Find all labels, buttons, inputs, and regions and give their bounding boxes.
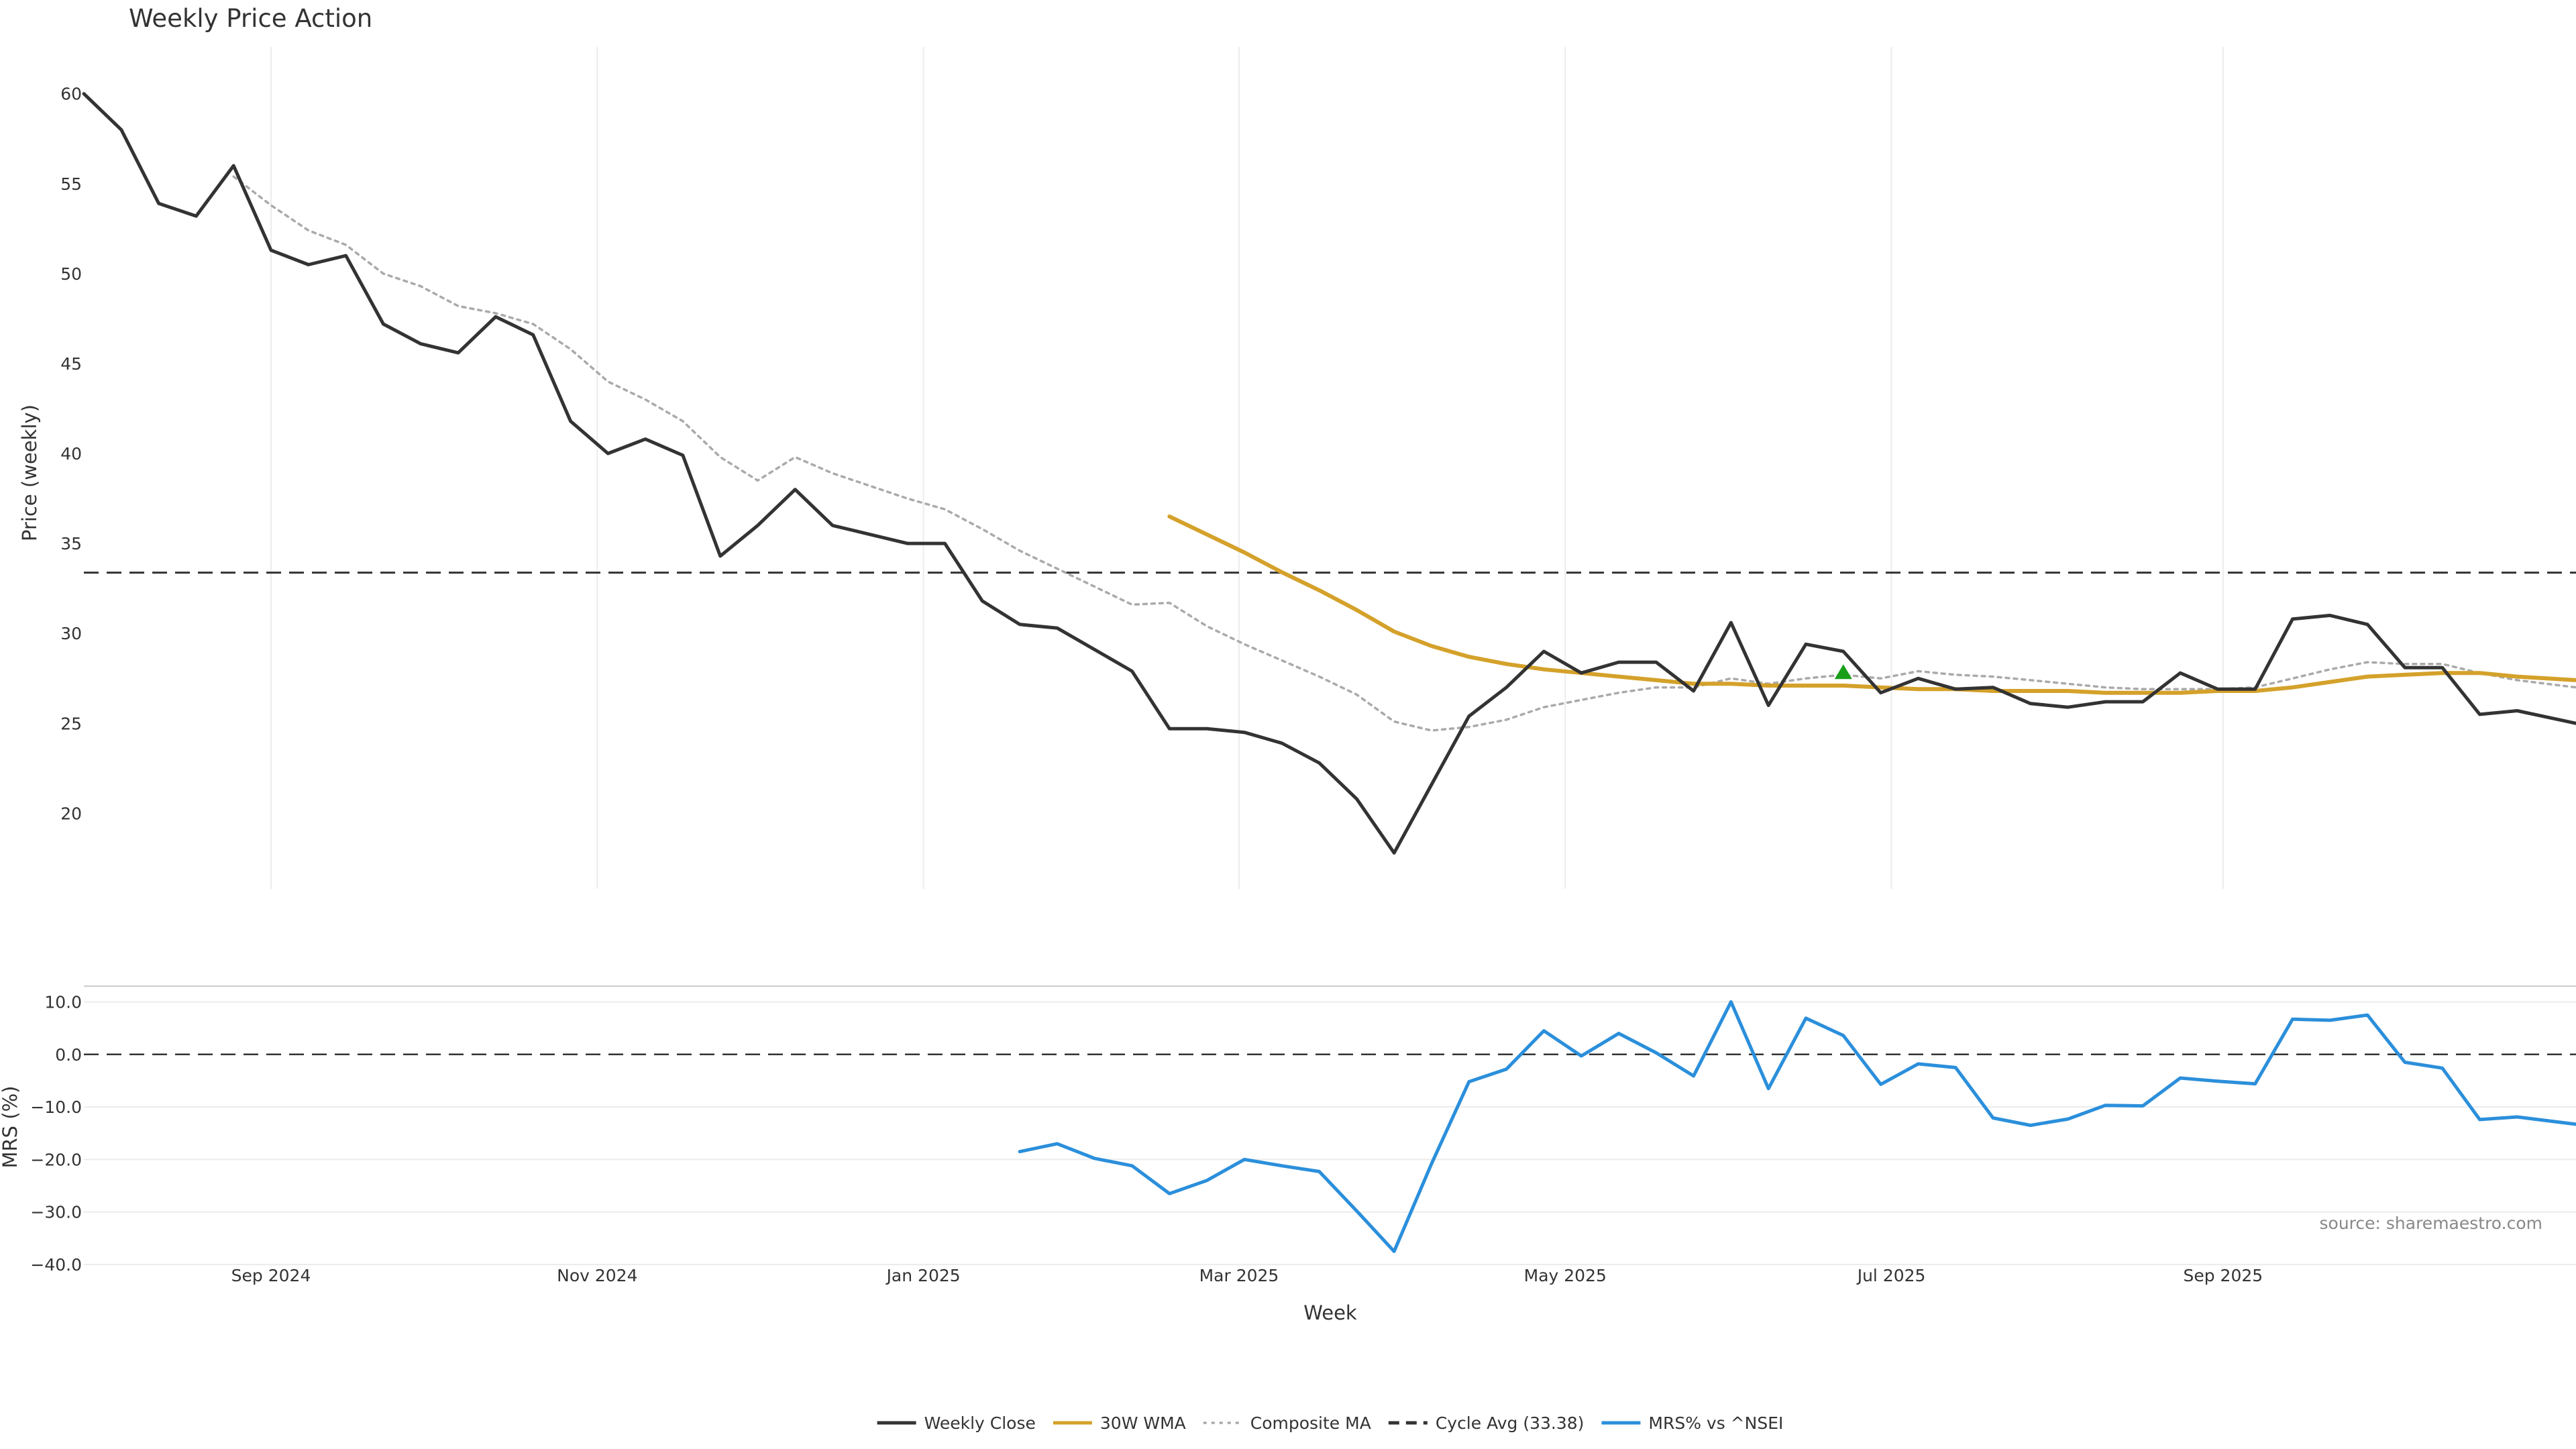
legend-label: Weekly Close — [924, 1413, 1036, 1433]
mrs-y-tick-0: −40.0 — [30, 1255, 82, 1275]
x-tick-4: May 2025 — [1524, 1266, 1607, 1285]
x-tick-6: Sep 2025 — [2183, 1266, 2263, 1285]
chart-title: Weekly Price Action — [129, 4, 372, 33]
legend-item-composite-ma: Composite MA — [1203, 1413, 1371, 1433]
price-y-tick-5: 45 — [60, 354, 82, 374]
legend-label: Cycle Avg (33.38) — [1436, 1413, 1585, 1433]
legend-item-weekly-close: Weekly Close — [877, 1413, 1036, 1433]
price-y-axis: 20 25 30 35 40 45 50 55 60 — [60, 85, 82, 824]
mrs-series — [84, 1000, 2576, 1253]
price-y-tick-2: 30 — [60, 624, 82, 643]
price-panel: 20 25 30 35 40 45 50 55 60 Price (weekly) — [18, 47, 2576, 889]
mrs-y-tick-1: −30.0 — [30, 1203, 82, 1222]
x-tick-5: Jul 2025 — [1856, 1266, 1926, 1285]
mrs-y-axis: −40.0 −30.0 −20.0 −10.0 0.0 10.0 — [30, 992, 82, 1275]
series-weekly-close — [82, 92, 2576, 855]
mrs-gridlines — [84, 1001, 2576, 1265]
price-y-tick-0: 20 — [60, 804, 82, 823]
source-note: source: sharemaestro.com — [2320, 1214, 2543, 1233]
series-30w-wma — [1167, 514, 2576, 695]
price-y-tick-6: 50 — [60, 264, 82, 284]
price-gridlines — [270, 47, 2224, 889]
mrs-y-tick-3: −10.0 — [30, 1097, 82, 1117]
x-axis: Sep 2024 Nov 2024 Jan 2025 Mar 2025 May 2025… — [231, 1266, 2263, 1285]
signal-marker-0 — [1834, 664, 1852, 680]
legend-label: Composite MA — [1250, 1413, 1371, 1433]
legend-item-30w-wma: 30W WMA — [1053, 1413, 1186, 1433]
x-tick-0: Sep 2024 — [231, 1266, 311, 1285]
price-y-axis-title: Price (weekly) — [18, 405, 41, 541]
legend-item-mrs-vs-nsei: MRS% vs ^NSEI — [1601, 1413, 1783, 1433]
price-y-tick-1: 25 — [60, 714, 82, 733]
mrs-y-axis-title: MRS (%) — [0, 1086, 21, 1169]
legend-label: MRS% vs ^NSEI — [1648, 1413, 1783, 1433]
mrs-y-tick-5: 10.0 — [44, 992, 82, 1012]
price-y-tick-8: 60 — [60, 85, 82, 104]
series-composite-ma — [232, 175, 2576, 732]
x-tick-1: Nov 2024 — [557, 1266, 637, 1285]
series-mrs-vs-nsei — [1018, 1000, 2576, 1253]
legend: Weekly Close 30W WMA Composite MA Cycle Avg… — [877, 1413, 1783, 1433]
legend-label: 30W WMA — [1100, 1413, 1186, 1433]
price-y-tick-7: 55 — [60, 174, 82, 194]
x-tick-2: Jan 2025 — [885, 1266, 961, 1285]
x-axis-title: Week — [1303, 1301, 1357, 1324]
price-y-tick-4: 40 — [60, 444, 82, 464]
price-y-tick-3: 35 — [60, 534, 82, 553]
mrs-y-tick-2: −20.0 — [30, 1150, 82, 1169]
mrs-panel: −40.0 −30.0 −20.0 −10.0 0.0 10.0 MRS (%) sour… — [0, 985, 2576, 1275]
legend-item-cycle-avg-33-38: Cycle Avg (33.38) — [1388, 1413, 1585, 1433]
price-series — [82, 92, 2576, 855]
mrs-y-tick-4: 0.0 — [55, 1045, 82, 1065]
x-tick-3: Mar 2025 — [1199, 1266, 1279, 1285]
